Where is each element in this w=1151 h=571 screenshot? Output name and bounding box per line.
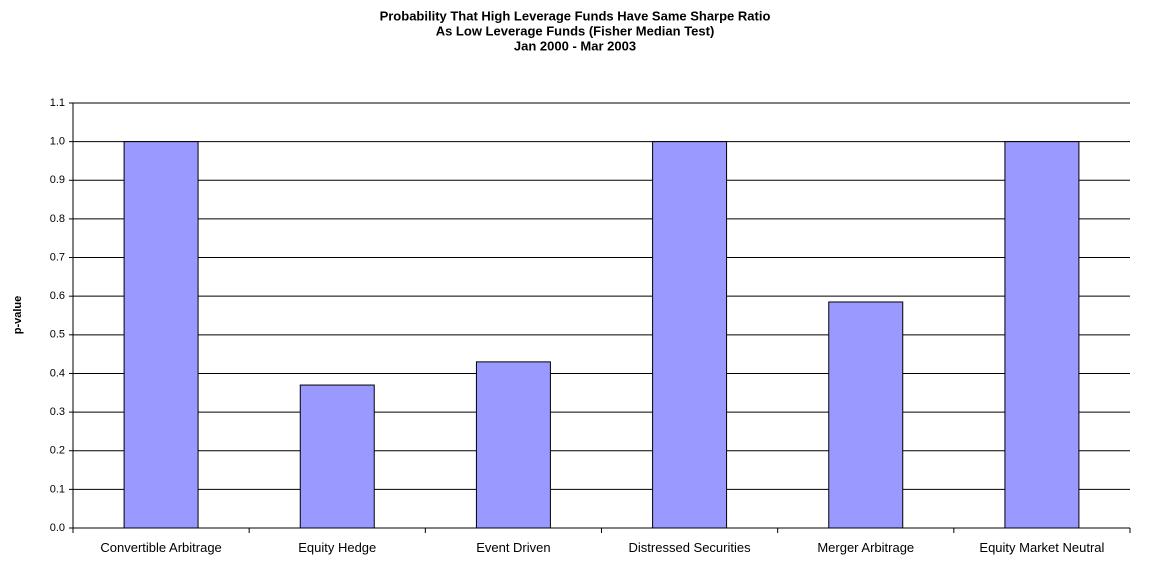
y-tick-label: 0.5 [50,329,65,341]
bar [652,141,728,529]
y-tick-label: 0.2 [50,445,65,457]
bar [1004,141,1080,529]
bar [299,384,375,529]
x-tick-label: Event Driven [476,540,551,555]
y-tick-label: 0.1 [50,483,65,495]
x-tick-label: Equity Market Neutral [979,540,1105,555]
y-axis-label: p-value [12,296,24,335]
bar [475,361,551,529]
chart-title: Probability That High Leverage Funds Hav… [380,8,771,23]
y-tick-label: 0.4 [50,367,65,379]
y-tick-label: 0.6 [50,290,65,302]
chart-title: Jan 2000 - Mar 2003 [514,38,636,53]
x-tick-label: Equity Hedge [298,540,377,555]
x-tick-label: Merger Arbitrage [817,540,915,555]
x-tick-label: Convertible Arbitrage [100,540,222,555]
y-tick-label: 0.7 [50,251,65,263]
y-tick-label: 0.8 [50,213,65,225]
y-tick-label: 1.1 [50,97,65,109]
x-tick-label: Distressed Securities [628,540,751,555]
bar [828,301,904,529]
bar [123,141,199,529]
y-tick-label: 1.0 [50,136,65,148]
y-tick-label: 0.3 [50,406,65,418]
y-tick-label: 0.9 [50,174,65,186]
chart-title: As Low Leverage Funds (Fisher Median Tes… [436,23,715,38]
y-tick-label: 0.0 [50,522,65,534]
